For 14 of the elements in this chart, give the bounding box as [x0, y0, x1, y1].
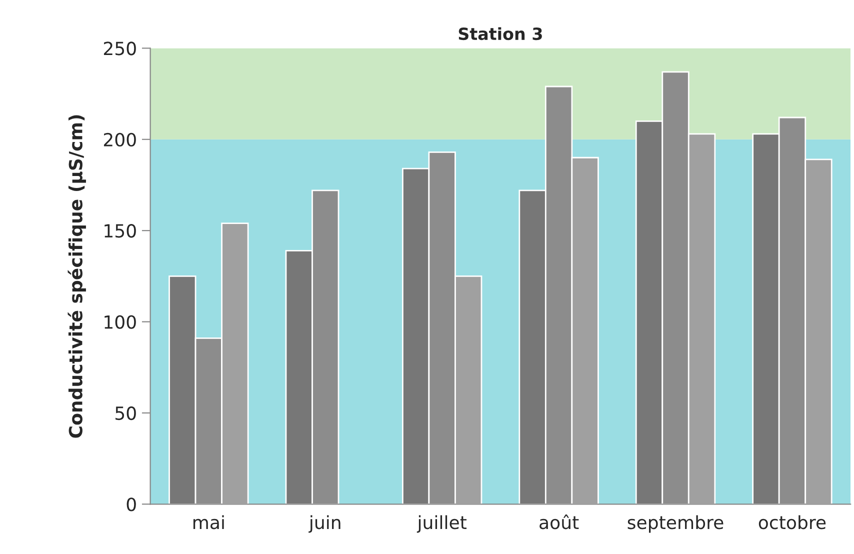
x-tick-label: juin — [308, 515, 340, 533]
x-tick-label: juillet — [416, 515, 467, 533]
x-tick-label: octobre — [758, 515, 826, 530]
y-axis-title: Conductivité spécifique (µS/cm) — [68, 115, 86, 438]
y-tick-label: 100 — [104, 315, 136, 329]
chart-title: Station 3 — [458, 27, 542, 40]
y-tick-label: 250 — [104, 42, 136, 56]
y-tick-label: 150 — [104, 224, 136, 238]
x-tick-label: août — [540, 514, 579, 530]
x-tick-label: mai — [193, 515, 224, 530]
y-tick-label: 0 — [126, 498, 136, 512]
x-tick-label: septembre — [628, 515, 724, 533]
y-tick-label: 200 — [104, 132, 136, 147]
y-tick-label: 50 — [116, 406, 136, 420]
